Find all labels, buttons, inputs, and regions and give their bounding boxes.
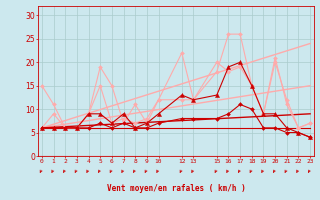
X-axis label: Vent moyen/en rafales ( km/h ): Vent moyen/en rafales ( km/h ) — [107, 184, 245, 193]
